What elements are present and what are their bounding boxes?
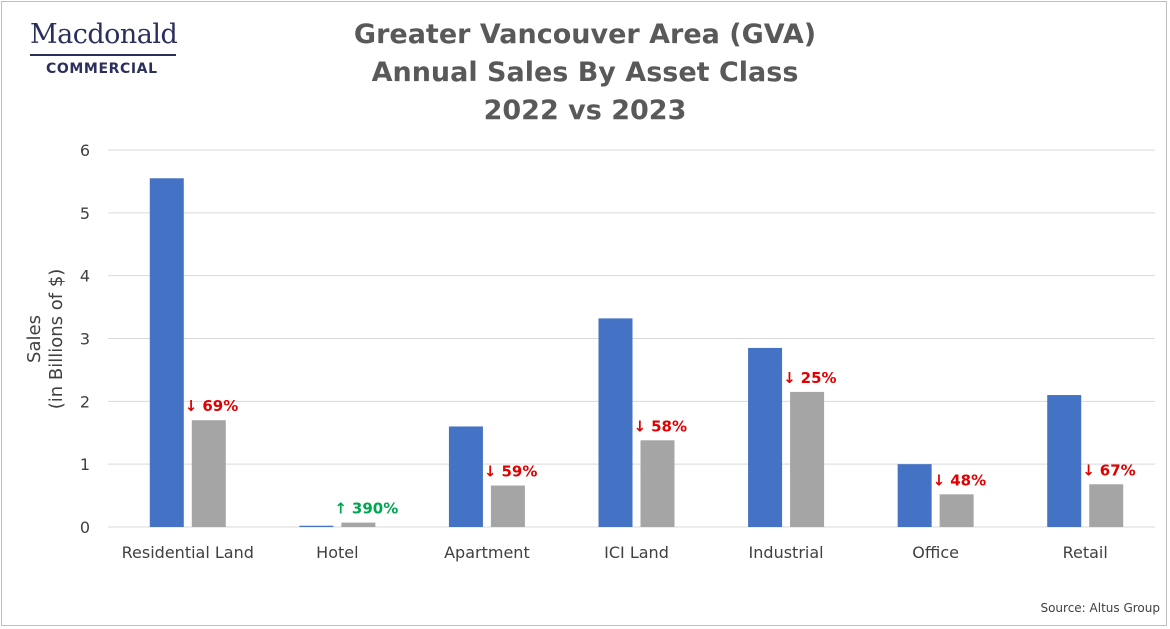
change-percent: 59% — [502, 463, 538, 481]
y-axis-ticks: 0 1 2 3 4 5 6 — [80, 141, 90, 537]
bar-series-2 — [939, 494, 974, 527]
change-labels: ↓ 69%↑ 390%↓ 59%↓ 58%↓ 25%↓ 48%↓ 67% — [185, 369, 1136, 518]
bar-series-2 — [191, 420, 226, 527]
change-percent: 25% — [801, 369, 837, 387]
chart-title-line-1: Greater Vancouver Area (GVA) — [353, 19, 817, 50]
y-tick-label: 1 — [80, 455, 90, 474]
y-tick-label: 0 — [80, 518, 90, 537]
change-percent: 69% — [202, 397, 238, 415]
company-logo: Macdonald COMMERCIAL — [30, 18, 180, 77]
change-arrow: ↓ — [933, 471, 946, 489]
change-label: ↓ 25% — [783, 369, 836, 387]
change-arrow: ↓ — [185, 397, 198, 415]
y-tick-label: 4 — [80, 267, 90, 286]
source-note: Source: Altus Group — [1040, 601, 1160, 615]
change-label: ↓ 58% — [634, 417, 687, 435]
chart-title-line-2: Annual Sales By Asset Class — [371, 57, 799, 88]
y-axis-label-line-2: (in Billions of $) — [46, 269, 67, 410]
y-tick-label: 2 — [80, 392, 90, 411]
bar-series-1 — [448, 426, 483, 527]
x-axis-categories: Residential Land Hotel Apartment ICI Land In… — [122, 543, 1108, 562]
y-tick-label: 3 — [80, 330, 90, 349]
logo-divider — [30, 54, 176, 56]
change-label: ↓ 59% — [484, 463, 537, 481]
change-arrow: ↓ — [634, 417, 647, 435]
bar-series-2 — [790, 391, 825, 527]
x-category-label: Office — [912, 543, 959, 562]
bar-series-2 — [490, 485, 525, 527]
y-axis-label-line-1: Sales — [24, 315, 45, 363]
x-category-label: Industrial — [749, 543, 824, 562]
bar-series-1 — [149, 178, 184, 527]
change-arrow: ↑ — [334, 500, 347, 518]
change-label: ↓ 48% — [933, 471, 986, 489]
logo-name: Macdonald — [30, 19, 178, 50]
bars — [149, 178, 1124, 527]
bar-series-2 — [640, 440, 675, 527]
change-percent: 67% — [1100, 461, 1136, 479]
change-arrow: ↓ — [783, 369, 796, 387]
x-category-label: Apartment — [444, 543, 530, 562]
change-arrow: ↓ — [484, 463, 497, 481]
change-label: ↓ 69% — [185, 397, 238, 415]
x-category-label: Hotel — [316, 543, 358, 562]
change-arrow: ↓ — [1082, 461, 1095, 479]
chart-title: Greater Vancouver Area (GVA) Annual Sale… — [285, 16, 885, 130]
bar-series-1 — [748, 347, 783, 527]
change-label: ↑ 390% — [334, 500, 398, 518]
change-percent: 48% — [950, 471, 986, 489]
chart-title-line-3: 2022 vs 2023 — [483, 95, 687, 126]
gridlines — [108, 149, 1155, 528]
bar-series-2 — [341, 522, 376, 527]
x-category-label: Retail — [1063, 543, 1108, 562]
bar-series-1 — [299, 525, 334, 527]
bar-series-1 — [598, 318, 633, 527]
change-percent: 390% — [352, 500, 398, 518]
logo-subtitle: COMMERCIAL — [46, 61, 158, 77]
bar-series-1 — [897, 464, 932, 527]
bar-series-1 — [1047, 395, 1082, 527]
bar-series-2 — [1089, 484, 1124, 527]
x-category-label: Residential Land — [122, 543, 254, 562]
change-label: ↓ 67% — [1082, 461, 1135, 479]
y-tick-label: 6 — [80, 141, 90, 160]
x-category-label: ICI Land — [604, 543, 669, 562]
change-percent: 58% — [651, 417, 687, 435]
y-tick-label: 5 — [80, 204, 90, 223]
